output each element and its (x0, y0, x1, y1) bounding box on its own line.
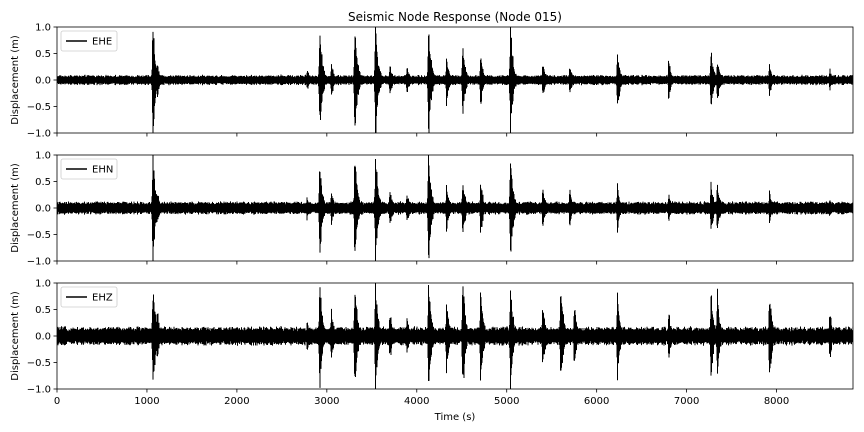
x-tick-label: 1000 (134, 396, 159, 407)
x-tick-label: 7000 (674, 396, 699, 407)
x-tick-label: 4000 (404, 396, 429, 407)
chart-title: Seismic Node Response (Node 015) (348, 10, 562, 24)
y-tick-label: −0.5 (27, 102, 51, 113)
series-line-ehz (57, 283, 853, 389)
y-tick-label: 0.5 (35, 177, 51, 188)
legend-label: EHZ (92, 293, 113, 304)
series-line-ehe (57, 27, 853, 133)
y-tick-label: 0.0 (35, 332, 51, 343)
legend-box (60, 30, 118, 52)
x-tick-label: 0 (54, 396, 60, 407)
y-tick-label: −0.5 (27, 230, 51, 241)
y-tick-label: −1.0 (27, 257, 51, 268)
y-tick-label: 0.5 (35, 305, 51, 316)
panel-ehe: −1.0 −0.5 0.0 0.5 1.0 Displacement (m) EHE (10, 23, 854, 140)
x-tick-label: 2000 (224, 396, 249, 407)
legend: EHN (60, 158, 118, 180)
y-tick-label: 0.0 (35, 204, 51, 215)
y-axis-label: Displacement (m) (10, 163, 21, 253)
legend-box (60, 158, 118, 180)
y-tick-label: −1.0 (27, 129, 51, 140)
y-tick-label: −0.5 (27, 358, 51, 369)
x-axis-label: Time (s) (434, 412, 476, 423)
panel-ehn: −1.0 −0.5 0.0 0.5 1.0 Displacement (m) EHN (10, 151, 854, 268)
legend: EHZ (60, 286, 118, 308)
y-axis-label: Displacement (m) (10, 35, 21, 125)
x-tick-label: 5000 (494, 396, 519, 407)
y-tick-label: 1.0 (35, 151, 51, 162)
series-line-ehn (57, 155, 853, 261)
y-tick-label: 0.0 (35, 76, 51, 87)
y-tick-label: −1.0 (27, 385, 51, 396)
y-axis-label: Displacement (m) (10, 291, 21, 381)
x-tick-label: 6000 (584, 396, 609, 407)
legend-box (60, 286, 118, 308)
x-tick-label: 8000 (764, 396, 789, 407)
panel-ehz: −1.0 −0.5 0.0 0.5 1.0 0 1000 2000 3000 4000 5000 60… (10, 279, 854, 407)
legend: EHE (60, 30, 118, 52)
legend-label: EHN (92, 165, 113, 176)
legend-label: EHE (92, 37, 112, 48)
x-tick-label: 3000 (314, 396, 339, 407)
y-tick-label: 1.0 (35, 23, 51, 34)
y-tick-label: 1.0 (35, 279, 51, 290)
y-tick-label: 0.5 (35, 49, 51, 60)
